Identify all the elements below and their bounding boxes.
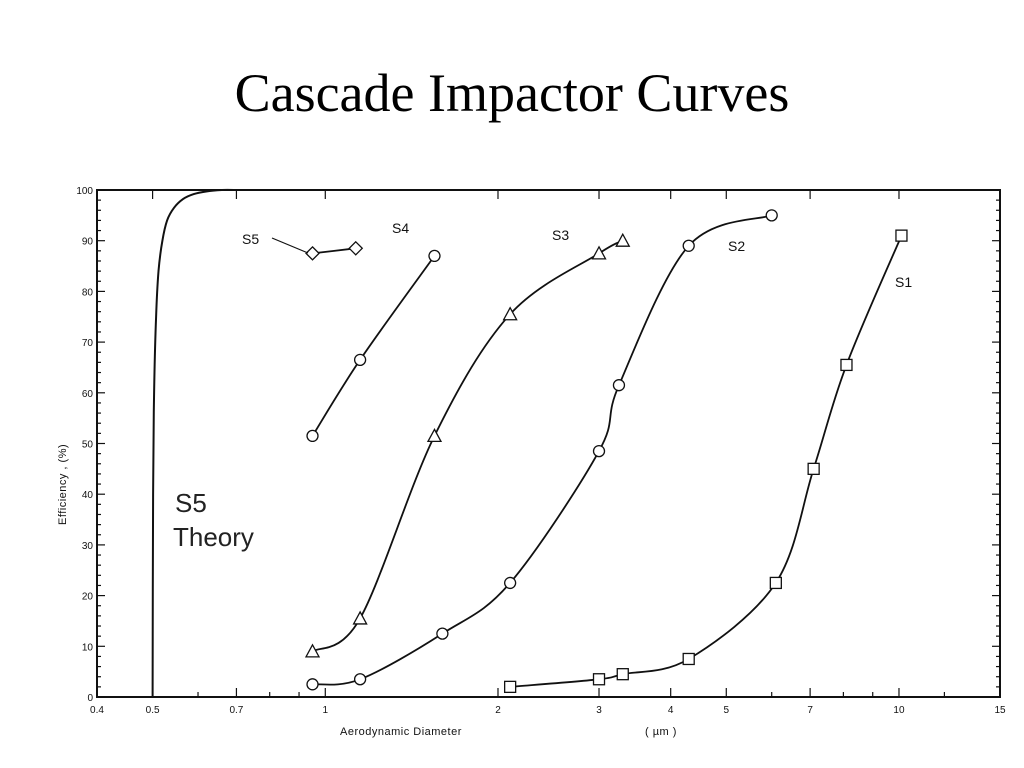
data-point-s3 [304,643,321,658]
data-point-s2 [353,673,367,686]
series-line-s4 [311,255,436,437]
data-point-s4 [353,353,367,366]
x-tick-label: 1 [323,705,329,716]
series-line-s1 [510,235,903,688]
data-point-s2 [592,444,606,458]
x-tick-label: 0.4 [90,705,104,716]
plot-frame [96,189,1001,698]
data-point-s4 [428,249,441,263]
data-point-s3 [615,232,631,247]
x-tick-label: 0.7 [229,705,243,716]
series-line-s3 [311,239,624,653]
data-point-s1 [592,673,606,686]
data-point-s3 [502,306,518,321]
y-tick-label: 0 [87,693,93,704]
data-point-s2 [612,379,626,392]
theory-curve [151,188,237,698]
x-tick-label: 4 [668,705,674,716]
label-s1: S1 [895,274,912,290]
data-point-s2 [682,239,695,252]
x-tick-label: 10 [893,705,905,716]
series-curves [151,188,1000,698]
data-point-s1 [840,358,853,372]
data-point-s1 [807,462,820,476]
y-tick-label: 20 [82,592,94,603]
y-tick-label: 70 [82,338,94,349]
slide-title: Cascade Impactor Curves [234,63,790,123]
tick-labels: 0 10 20 30 40 50 60 70 80 90 100 0.4 0.5 0.7 1 2 3 4 5 7 10 1… [76,186,1006,716]
axis-ticks [96,189,1001,698]
y-tick-label: 40 [82,490,94,501]
x-tick-label: 0.5 [146,705,160,716]
y-tick-label: 10 [82,642,94,653]
data-point-s3 [426,428,443,443]
y-tick-label: 50 [82,440,94,451]
data-point-s5 [305,245,320,261]
data-point-s2 [765,209,778,222]
y-tick-label: 60 [82,389,94,400]
label-s5-leader [271,237,309,254]
x-tick-label: 15 [994,705,1006,716]
x-axis-unit: ( µm ) [645,726,677,738]
label-s5: S5 [242,231,259,247]
label-s4: S4 [392,220,409,236]
y-axis-label: Efficiency , (%) [57,444,69,525]
y-tick-label: 100 [76,186,93,197]
data-point-s4 [306,429,319,443]
data-point-s2 [436,627,449,640]
series-markers [304,209,908,694]
data-point-s3 [591,245,607,260]
x-tick-label: 7 [807,705,813,716]
data-point-s1 [503,680,517,694]
label-theory-line2: Theory [173,522,254,552]
x-tick-label: 5 [724,705,730,716]
y-tick-label: 30 [82,541,94,552]
data-point-s3 [352,610,368,625]
label-s2: S2 [728,238,745,254]
data-point-s1 [895,229,908,242]
data-point-s2 [503,576,517,590]
x-axis-label: Aerodynamic Diameter [340,726,462,738]
data-point-s5 [348,240,364,256]
data-point-s1 [682,652,695,666]
x-tick-label: 2 [495,705,501,716]
data-point-s2 [306,678,319,691]
label-s3: S3 [552,227,569,243]
label-theory-line1: S5 [175,488,207,518]
data-point-s1 [769,576,782,590]
y-tick-label: 80 [82,287,94,298]
series-line-s2 [312,214,773,686]
data-point-s1 [616,668,629,681]
y-tick-label: 90 [82,237,94,248]
x-tick-label: 3 [596,705,602,716]
